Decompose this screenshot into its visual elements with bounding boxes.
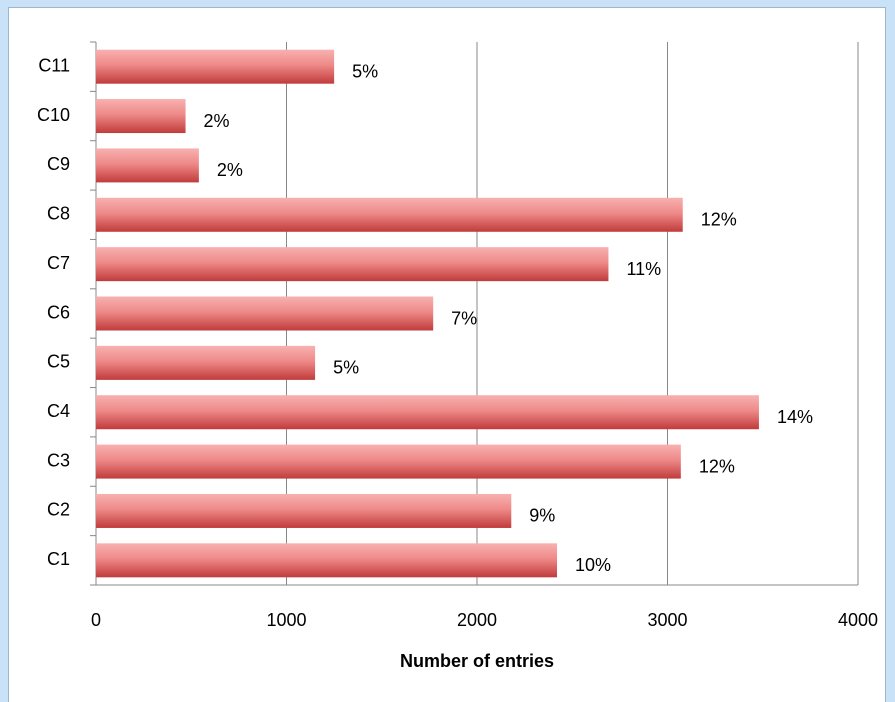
data-label: 2% — [217, 160, 243, 180]
bar — [96, 543, 558, 578]
data-label: 11% — [626, 259, 661, 279]
bar — [96, 296, 434, 331]
x-tick-label: 3000 — [647, 610, 687, 630]
data-label: 9% — [529, 506, 555, 526]
data-label: 10% — [575, 555, 611, 575]
bar — [96, 99, 186, 134]
y-tick-label: C9 — [47, 154, 70, 174]
x-tick-label: 0 — [91, 610, 101, 630]
bar — [96, 49, 335, 84]
y-tick-label: C2 — [47, 500, 70, 520]
bar — [96, 197, 683, 232]
data-label: 12% — [699, 456, 735, 476]
data-label: 5% — [352, 61, 378, 81]
bar — [96, 247, 609, 282]
bar — [96, 395, 759, 430]
data-label: 14% — [777, 407, 813, 427]
y-tick-label: C10 — [37, 105, 70, 125]
data-label: 12% — [701, 210, 737, 230]
data-label: 5% — [333, 358, 359, 378]
data-label: 7% — [451, 308, 477, 328]
x-axis-title: Number of entries — [400, 651, 554, 671]
y-tick-label: C11 — [38, 55, 70, 75]
y-tick-label: C5 — [47, 352, 70, 372]
y-tick-label: C8 — [47, 204, 70, 224]
bar — [96, 444, 681, 479]
bar — [96, 345, 316, 380]
x-tick-label: 4000 — [838, 610, 878, 630]
y-tick-label: C6 — [47, 302, 70, 322]
y-tick-label: C4 — [47, 401, 70, 421]
y-tick-label: C1 — [47, 549, 70, 569]
bar — [96, 493, 512, 528]
data-label: 2% — [204, 111, 230, 131]
x-tick-label: 1000 — [266, 610, 306, 630]
y-tick-label: C3 — [47, 450, 70, 470]
bar — [96, 148, 199, 183]
x-tick-label: 2000 — [457, 610, 497, 630]
y-tick-label: C7 — [47, 253, 70, 273]
